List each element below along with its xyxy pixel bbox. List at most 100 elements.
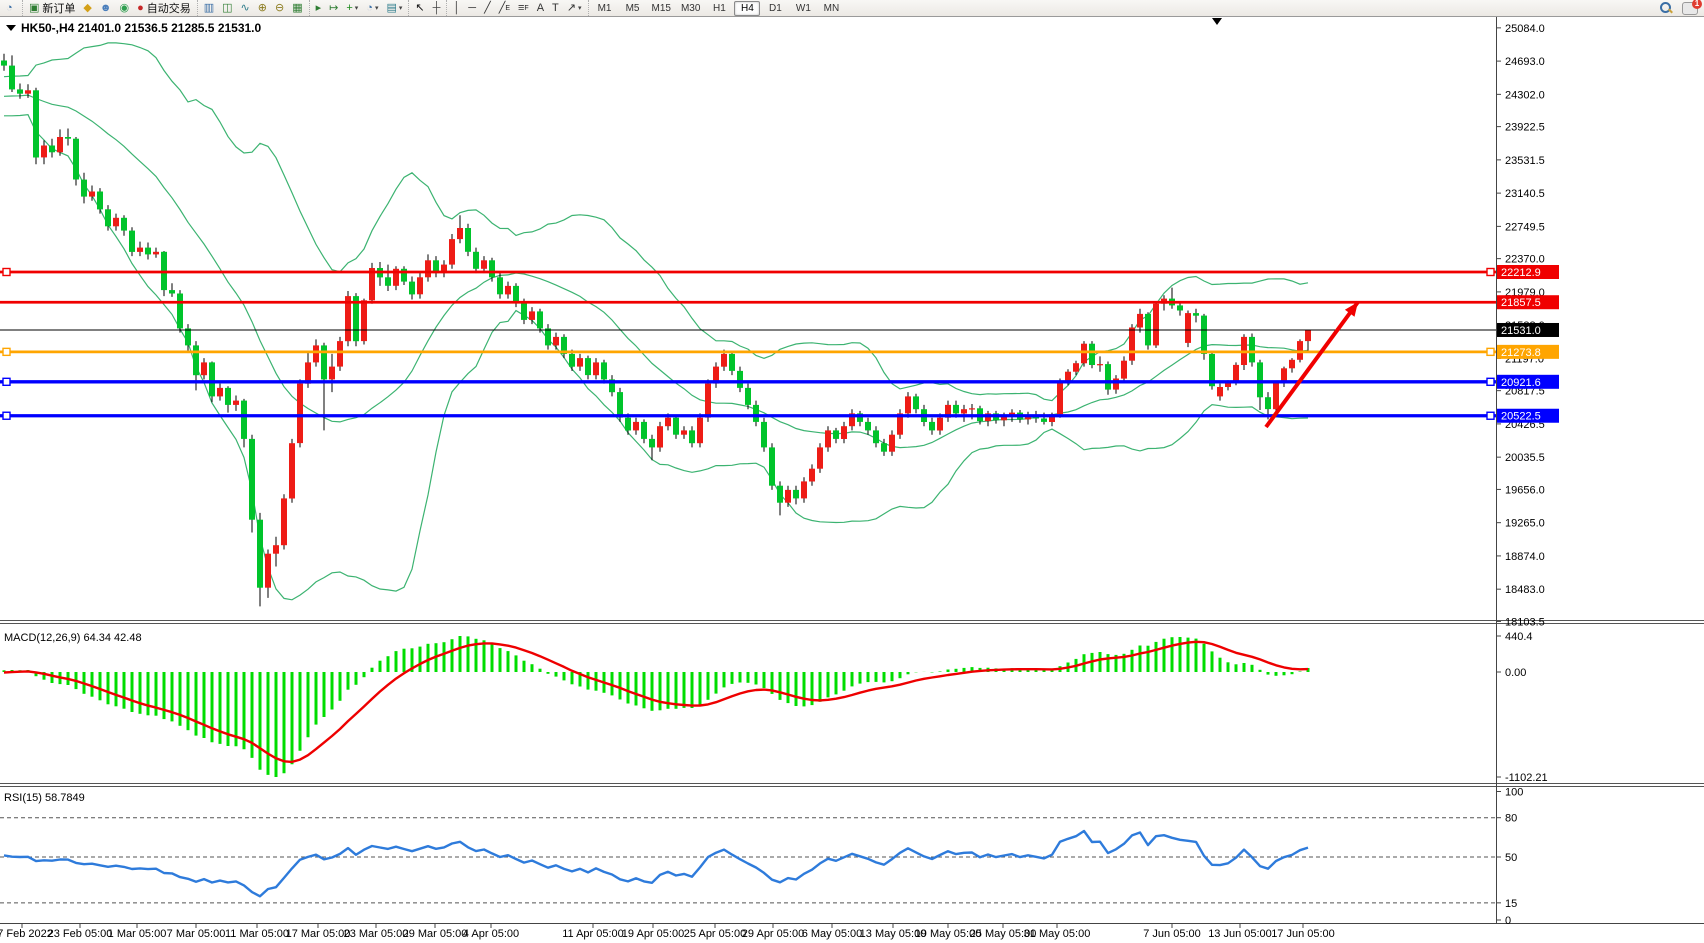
zoom-out-button[interactable]: ⊖ <box>272 1 287 15</box>
candle-body <box>177 293 183 329</box>
candle-body <box>849 413 855 427</box>
trend-arrow-head[interactable] <box>1344 302 1358 317</box>
time-tick-label: 23 Mar 05:00 <box>344 928 409 940</box>
trend-arrow[interactable] <box>1264 300 1360 429</box>
timeframe-h4[interactable]: H4 <box>734 0 761 16</box>
candlestick-chart-button[interactable]: ◫ <box>219 1 235 15</box>
candle-body <box>1225 381 1231 387</box>
bollinger-lower-band <box>4 114 1309 601</box>
vertical-line-button[interactable]: │ <box>450 1 463 15</box>
timeframe-m1[interactable]: M1 <box>597 2 612 14</box>
candle-body <box>209 362 215 397</box>
level-handle[interactable] <box>2 377 11 387</box>
level-handle[interactable] <box>1486 267 1495 277</box>
candle-body <box>793 489 799 499</box>
chart-shift-marker[interactable] <box>1212 18 1222 25</box>
tile-windows-button[interactable]: ▦ <box>289 1 305 15</box>
toolbar-group-chart-type: ▥ ◫ ∿ ⊕ ⊖ ▦ <box>196 0 309 16</box>
new-order-button[interactable]: ▣ 新订单 <box>26 1 78 15</box>
equidistant-channel-button[interactable]: ╱ E <box>496 1 513 15</box>
tile-windows-icon: ▦ <box>292 2 303 14</box>
chat-badge: 1 <box>1692 0 1702 9</box>
price-badge <box>1497 265 1559 279</box>
chart-shift-button[interactable]: ↦ <box>326 1 341 15</box>
macd-axis-label: 0.00 <box>1505 667 1526 679</box>
time-tick-label: 29 Apr 05:00 <box>742 928 804 940</box>
level-handle[interactable] <box>2 411 11 420</box>
timeframe-m5[interactable]: M5 <box>625 2 640 14</box>
candle-body <box>713 366 719 384</box>
rsi-axis-label: 50 <box>1505 852 1517 864</box>
signal-button[interactable]: ◉ <box>116 1 132 15</box>
candle-body <box>185 328 191 346</box>
timeframe-d1[interactable]: D1 <box>769 2 782 14</box>
text-button[interactable]: A <box>534 1 547 15</box>
market-watch-button[interactable]: ◔ <box>3 1 19 15</box>
level-handle[interactable] <box>1486 411 1495 420</box>
time-tick-label: 7 Mar 05:00 <box>167 928 226 940</box>
horizontal-line-button[interactable]: ─ <box>465 1 479 15</box>
symbol-dropdown-icon[interactable] <box>6 25 16 31</box>
timeframe-w1[interactable]: W1 <box>795 2 811 14</box>
candle-body <box>425 260 431 278</box>
rsi-axis-label: 15 <box>1505 898 1517 910</box>
zoom-in-button[interactable]: ⊕ <box>255 1 270 15</box>
profile-button[interactable]: ☻ <box>97 1 115 15</box>
level-handle[interactable] <box>2 347 11 357</box>
candle-body <box>57 137 63 153</box>
time-tick-label: 19 May 05:00 <box>915 928 982 940</box>
candle-body <box>73 138 79 180</box>
chevron-down-icon[interactable]: ▾ <box>398 5 403 12</box>
timeframe-m15[interactable]: M15 <box>651 2 671 14</box>
chevron-down-icon[interactable]: ▾ <box>374 5 379 12</box>
crosshair-button[interactable]: ┼ <box>430 1 444 15</box>
eraser-button[interactable]: ◆ <box>80 1 94 15</box>
time-tick-label: 13 Jun 05:00 <box>1208 928 1272 940</box>
indicators-button[interactable]: + ▾ <box>343 1 361 15</box>
candle-body <box>33 90 39 158</box>
candle-body <box>481 260 487 269</box>
time-tick-label: 29 Mar 05:00 <box>403 928 468 940</box>
candle-body <box>1 60 7 66</box>
trendline-button[interactable]: ╱ <box>481 1 494 15</box>
timeframe-h1[interactable]: H1 <box>713 2 726 14</box>
level-handle[interactable] <box>2 267 11 277</box>
level-handle[interactable] <box>1486 347 1495 357</box>
candle-body <box>497 277 503 295</box>
horizontal-line-icon: ─ <box>468 2 477 14</box>
price-chart[interactable]: 25084.0 24693.0 24302.0 23922.5 23531.5 23140… <box>0 16 1704 943</box>
chevron-down-icon[interactable]: ▾ <box>578 5 582 12</box>
candle-body <box>889 434 895 452</box>
candle-body <box>665 417 671 427</box>
timeframe-m30[interactable]: M30 <box>680 2 701 14</box>
candle-body <box>657 426 663 448</box>
fibonacci-icon-sub: F <box>524 4 529 12</box>
timeframe-mn[interactable]: MN <box>823 2 840 14</box>
cursor-icon: ↖ <box>415 2 425 14</box>
cursor-button[interactable]: ↖ <box>412 1 427 15</box>
toolbar: ◔ ▣ 新订单 ◆ ☻ ◉ ● 自动交易 ▥ ◫ ∿ ⊕ ⊖ ▦ ▸ ↦ + ▾ ◔ ▾ ▤ ▾ ↖ ┼ │ ─ ╱ ╱ E ≡ F A T ↗ ▾… <box>0 0 1704 17</box>
chat-icon[interactable]: 1 <box>1682 0 1702 15</box>
periods-button[interactable]: ◔ ▾ <box>363 1 381 15</box>
candle-body <box>601 362 607 380</box>
candle-body <box>1281 368 1287 383</box>
search-icon[interactable] <box>1660 2 1673 14</box>
chevron-down-icon[interactable]: ▾ <box>354 5 359 12</box>
time-tick-label: 23 Feb 05:00 <box>48 928 113 940</box>
level-handle[interactable] <box>1486 377 1495 387</box>
templates-button[interactable]: ▤ ▾ <box>383 1 405 15</box>
time-tick-label: 17 Feb 2022 <box>0 928 53 940</box>
text-label-button[interactable]: T <box>549 1 562 15</box>
line-chart-button[interactable]: ∿ <box>238 1 253 15</box>
crosshair-icon: ┼ <box>432 2 441 14</box>
toolbar-group-scroll: ▸ ↦ + ▾ ◔ ▾ ▤ ▾ <box>308 0 409 16</box>
arrows-button[interactable]: ↗ ▾ <box>564 1 585 15</box>
autotrade-button[interactable]: ● 自动交易 <box>134 1 194 15</box>
auto-scroll-button[interactable]: ▸ <box>313 1 325 15</box>
candle-body <box>737 370 743 388</box>
candle-body <box>529 311 535 320</box>
bar-chart-button[interactable]: ▥ <box>201 1 217 15</box>
candle-body <box>809 468 815 482</box>
fibonacci-button[interactable]: ≡ F <box>515 1 532 15</box>
candle-body <box>457 228 463 240</box>
